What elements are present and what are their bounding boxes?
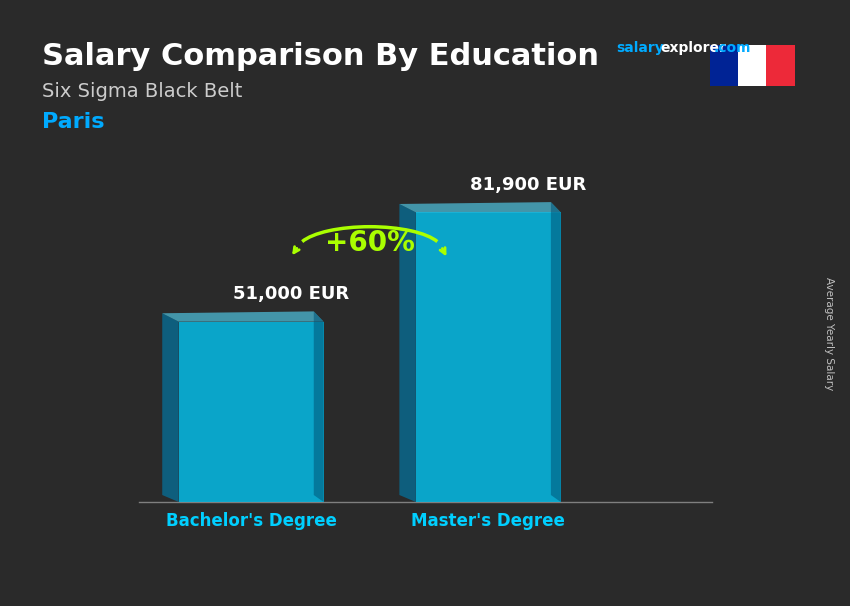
Text: 81,900 EUR: 81,900 EUR xyxy=(470,176,586,194)
Text: .com: .com xyxy=(713,41,751,55)
Polygon shape xyxy=(400,202,561,212)
Polygon shape xyxy=(162,311,324,322)
Text: salary: salary xyxy=(616,41,664,55)
Text: +60%: +60% xyxy=(325,229,415,257)
Bar xyxy=(738,45,767,86)
Polygon shape xyxy=(551,202,561,502)
Text: Six Sigma Black Belt: Six Sigma Black Belt xyxy=(42,82,243,101)
Polygon shape xyxy=(400,204,416,502)
Text: Average Yearly Salary: Average Yearly Salary xyxy=(824,277,834,390)
Text: Salary Comparison By Education: Salary Comparison By Education xyxy=(42,42,599,72)
Polygon shape xyxy=(416,212,561,502)
Bar xyxy=(767,45,795,86)
Text: Bachelor's Degree: Bachelor's Degree xyxy=(166,512,337,530)
Text: explorer: explorer xyxy=(660,41,726,55)
Polygon shape xyxy=(162,313,178,502)
Text: Paris: Paris xyxy=(42,112,105,132)
Polygon shape xyxy=(178,322,324,502)
Bar xyxy=(710,45,738,86)
Polygon shape xyxy=(314,311,324,502)
Text: Master's Degree: Master's Degree xyxy=(411,512,565,530)
Text: 51,000 EUR: 51,000 EUR xyxy=(233,285,348,303)
